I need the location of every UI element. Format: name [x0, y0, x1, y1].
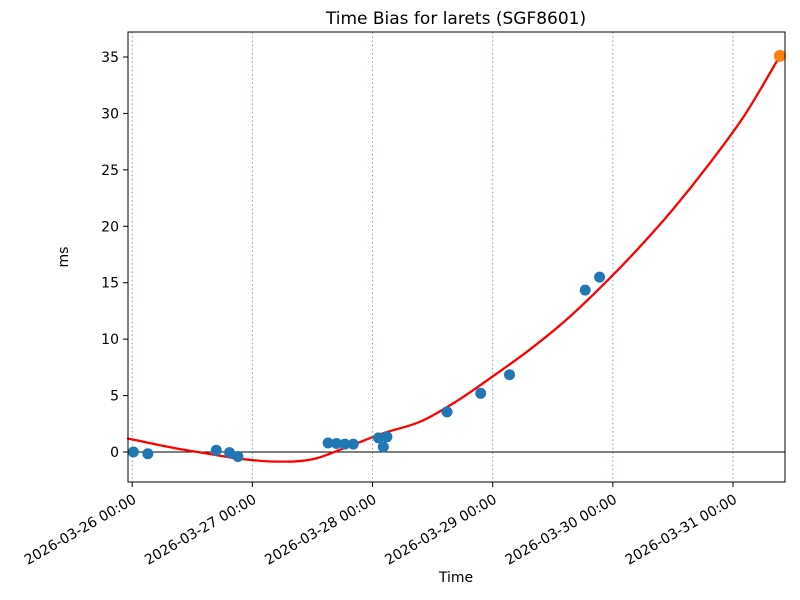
- data-point: [594, 271, 606, 283]
- y-tick-labels: 0 5 10 15 20 25 30 35: [101, 50, 119, 461]
- data-point: [232, 451, 244, 462]
- data-point: [377, 441, 389, 453]
- data-point: [373, 432, 384, 444]
- data-point: [331, 438, 342, 449]
- y-tick-label: 5: [110, 389, 119, 405]
- x-tick-label: 2026-03-28 00:00: [262, 492, 379, 569]
- plot-border: [127, 31, 786, 483]
- fit-curve-layer: [126, 54, 782, 463]
- data-point: [127, 446, 139, 458]
- data-point: [224, 447, 235, 459]
- data-point: [475, 387, 487, 399]
- x-tick-label: 2026-03-27 00:00: [142, 492, 259, 569]
- x-tick-label: 2026-03-31 00:00: [623, 492, 740, 569]
- data-point: [381, 431, 393, 443]
- predicted-point: [773, 49, 786, 62]
- data-point: [347, 438, 359, 450]
- y-axis-label: ms: [56, 247, 72, 268]
- data-point: [441, 406, 453, 418]
- y-tick-label: 25: [101, 163, 119, 179]
- gridlines: [131, 32, 734, 482]
- y-tick-label: 30: [101, 106, 119, 122]
- polynomial-fit: [126, 54, 782, 463]
- y-tick-label: 15: [101, 276, 119, 292]
- data-point: [322, 437, 334, 449]
- y-tick-label: 10: [101, 332, 119, 348]
- data-point: [142, 448, 154, 460]
- axis-ticks: [123, 56, 734, 487]
- x-tick-label: 2026-03-30 00:00: [503, 492, 620, 569]
- x-tick-label: 2026-03-29 00:00: [382, 492, 499, 569]
- x-axis-label: Time: [438, 570, 473, 586]
- data-point: [339, 438, 351, 450]
- y-tick-label: 35: [101, 50, 119, 66]
- x-tick-labels: 2026-03-26 00:00 2026-03-27 00:00 2026-03-…: [22, 492, 740, 569]
- chart-title: Time Bias for larets (SGF8601): [325, 9, 586, 29]
- data-point: [504, 369, 515, 381]
- data-point: [579, 284, 591, 296]
- data-point: [210, 444, 222, 456]
- scatter-points-layer: [127, 49, 786, 462]
- x-tick-label: 2026-03-26 00:00: [22, 492, 139, 569]
- y-tick-label: 20: [101, 219, 119, 235]
- y-tick-label: 0: [110, 445, 119, 461]
